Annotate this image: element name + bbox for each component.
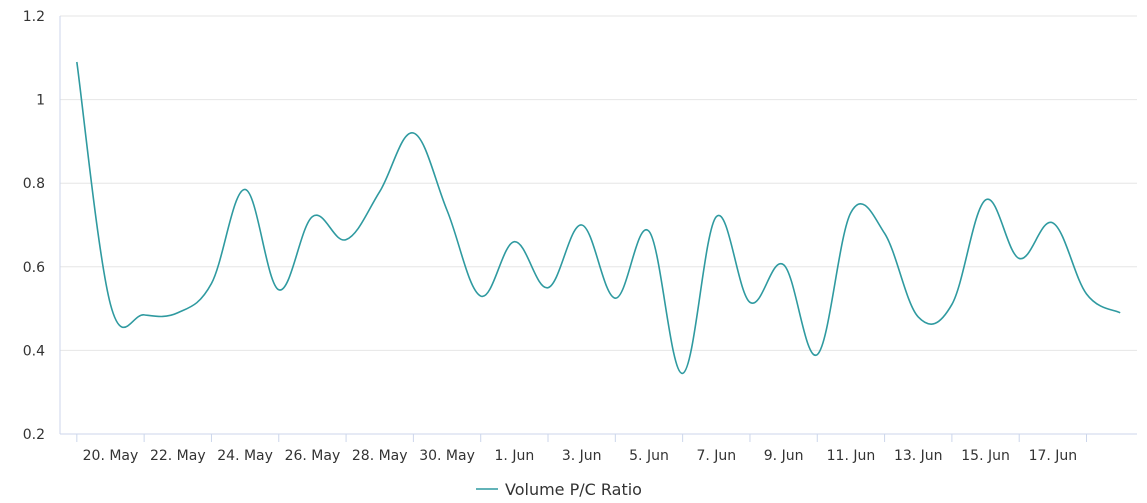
x-tick-label: 22. May [150, 448, 206, 464]
x-tick-label: 13. Jun [894, 448, 943, 464]
x-tick-label: 3. Jun [562, 448, 602, 464]
axes-layer: 0.2 0.4 0.6 0.8 1 1.2 20. May 22. May 24. May 26.… [23, 9, 1137, 464]
x-tick-label: 15. Jun [961, 448, 1010, 464]
x-tick-label: 26. May [285, 448, 341, 464]
series-line-volume-pc-ratio[interactable] [76, 61, 1121, 375]
y-tick-label: 0.4 [23, 343, 45, 359]
x-tick-label: 1. Jun [495, 448, 535, 464]
x-tick-label: 17. Jun [1029, 448, 1078, 464]
x-tick-label: 7. Jun [696, 448, 736, 464]
y-tick-label: 0.6 [23, 260, 45, 276]
series-layer [76, 61, 1121, 375]
x-tick-label: 20. May [83, 448, 139, 464]
grid-layer [60, 15, 1137, 351]
y-tick-label: 1 [36, 93, 45, 109]
y-tick-label: 1.2 [23, 9, 45, 25]
legend[interactable]: Volume P/C Ratio [476, 480, 642, 499]
legend-item-label[interactable]: Volume P/C Ratio [505, 480, 642, 499]
x-tick-label: 9. Jun [764, 448, 804, 464]
y-tick-label: 0.8 [23, 176, 45, 192]
x-tick-label: 24. May [217, 448, 273, 464]
x-tick-label: 5. Jun [629, 448, 669, 464]
x-tick-label: 11. Jun [827, 448, 876, 464]
y-tick-label: 0.2 [23, 427, 45, 443]
x-tick-label: 30. May [419, 448, 475, 464]
x-tick-label: 28. May [352, 448, 408, 464]
